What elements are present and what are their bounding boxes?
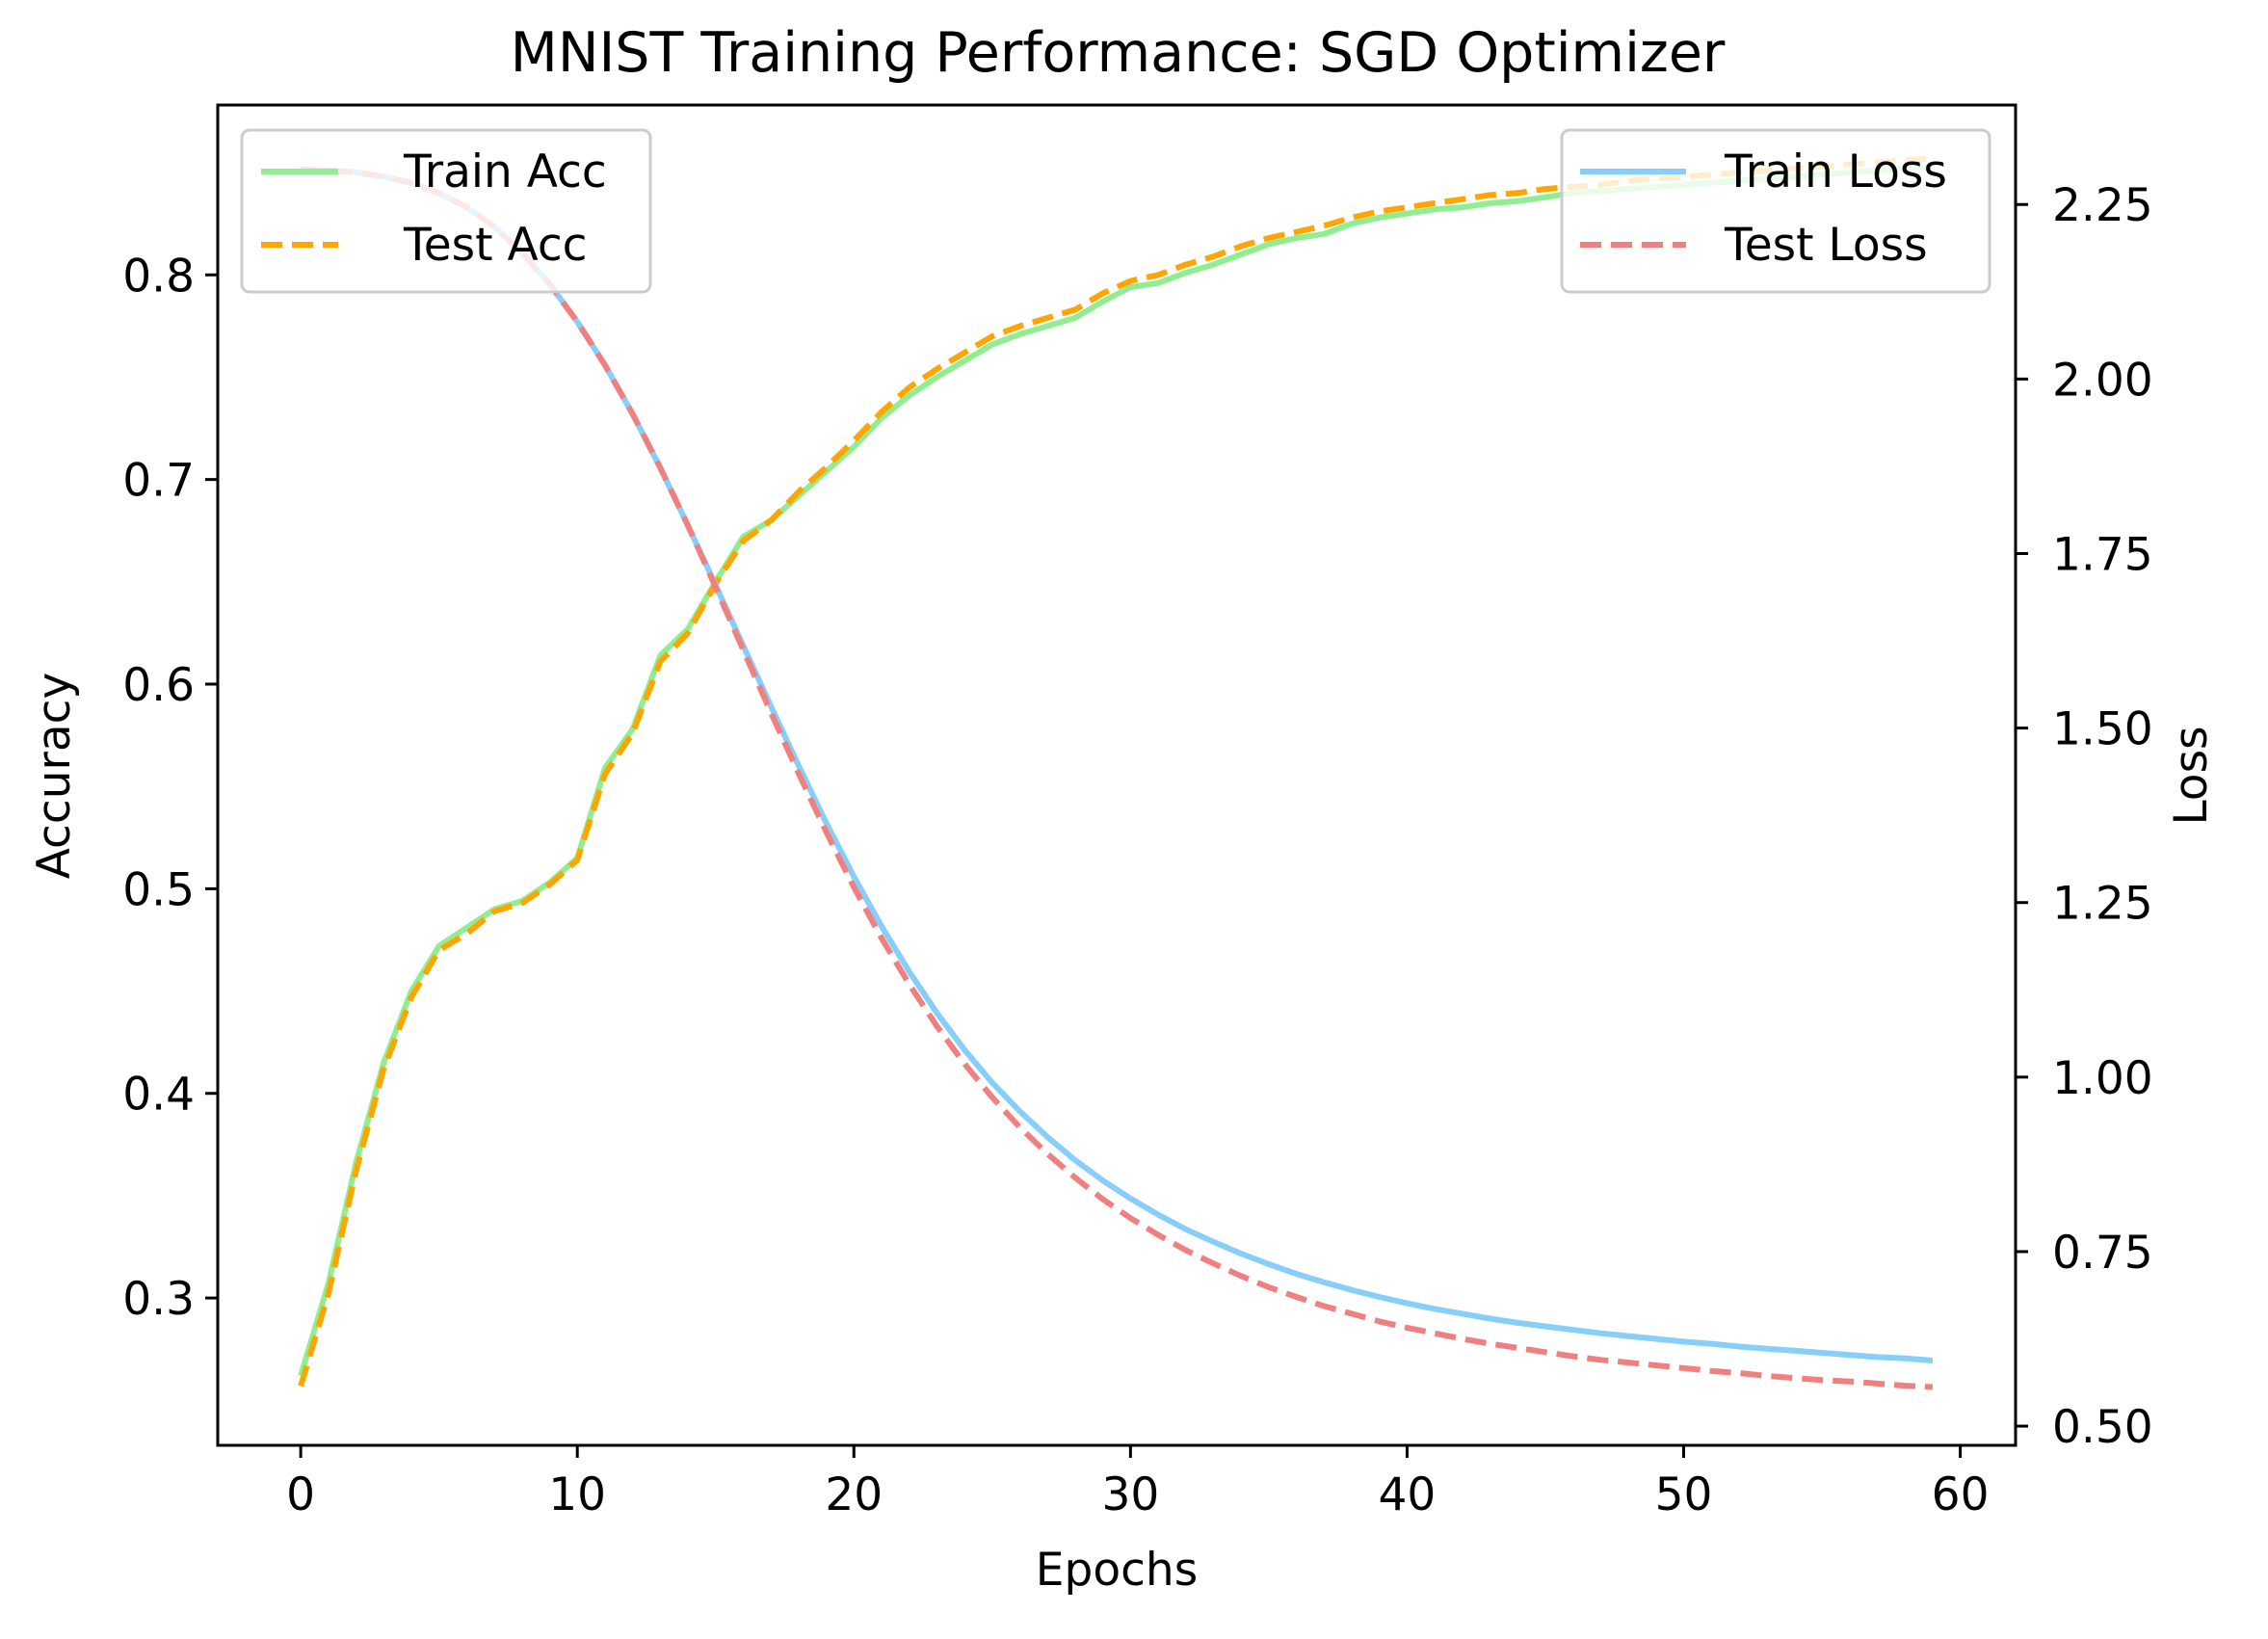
y-tick-label: 0.7: [122, 455, 195, 508]
legend-left: Train Acc Test Acc: [240, 128, 652, 294]
y2-tick-label: 1.75: [2052, 528, 2153, 581]
y-tick-label: 0.5: [122, 863, 195, 916]
legend-label-train-acc: Train Acc: [403, 145, 607, 198]
y2-tick-label: 1.50: [2052, 703, 2153, 756]
x-tick-label: 60: [1932, 1468, 1990, 1521]
y-axis-left: 0.3 0.4 0.5 0.6 0.7 0.8: [122, 250, 218, 1326]
plot-frame: [216, 103, 2017, 1447]
y2-tick-label: 0.75: [2052, 1227, 2153, 1280]
x-axis: 0 10 20 30 40 50 60: [286, 1445, 1989, 1521]
legend-label-test-loss: Test Loss: [1724, 219, 1928, 272]
y2-tick-label: 2.00: [2052, 354, 2153, 407]
y-tick-label: 0.8: [122, 250, 195, 303]
legend-right: Train Loss Test Loss: [1560, 128, 1991, 294]
y-tick-label: 0.4: [122, 1069, 195, 1122]
legend-label-test-acc: Test Acc: [403, 219, 588, 272]
x-tick-label: 0: [286, 1468, 315, 1521]
y-axis-label-right: Loss: [2165, 726, 2218, 825]
x-tick-label: 40: [1379, 1468, 1437, 1521]
x-tick-label: 50: [1655, 1468, 1713, 1521]
y2-tick-label: 1.25: [2052, 878, 2153, 931]
y-axis-right: 0.50 0.75 1.00 1.25 1.50 1.75 2.00 2.25: [2016, 179, 2153, 1454]
legend-label-train-loss: Train Loss: [1724, 145, 1947, 198]
y2-tick-label: 1.00: [2052, 1052, 2153, 1105]
y-tick-label: 0.3: [122, 1273, 195, 1326]
y2-tick-label: 0.50: [2052, 1401, 2153, 1454]
legend-left-box: [240, 128, 652, 294]
chart-title: MNIST Training Performance: SGD Optimize…: [511, 21, 1726, 85]
x-axis-label: Epochs: [1036, 1544, 1198, 1597]
x-tick-label: 20: [825, 1468, 883, 1521]
y-axis-label-left: Accuracy: [28, 673, 81, 880]
series-line-test-loss: [301, 167, 1934, 1390]
x-tick-label: 30: [1101, 1468, 1159, 1521]
x-tick-label: 10: [548, 1468, 606, 1521]
y2-tick-label: 2.25: [2052, 179, 2153, 232]
y-tick-label: 0.6: [122, 659, 195, 712]
